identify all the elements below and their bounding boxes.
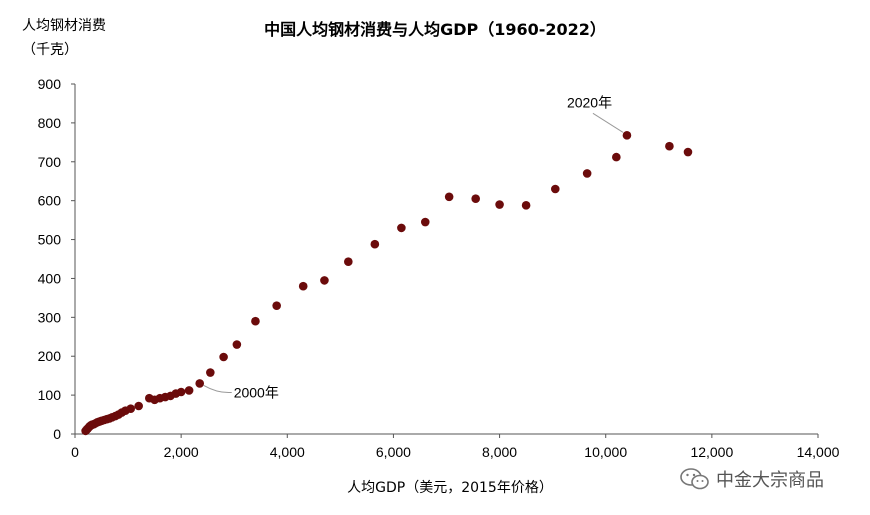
y-tick-label: 0 [53,426,61,442]
data-point [622,131,632,140]
data-point [397,223,406,233]
x-tick-label: 8,000 [482,444,517,460]
data-point [195,379,205,388]
data-point [665,141,674,151]
data-point [612,152,621,162]
y-axis-title: 人均钢材消费 （千克） [22,14,106,62]
annotation-leader-2000 [203,385,232,394]
data-point [521,201,531,210]
y-tick-label: 600 [38,193,62,209]
annotation-label-2000: 2000年 [234,384,279,400]
watermark: 中金大宗商品 [680,466,824,492]
y-tick-label: 200 [38,348,62,364]
data-point [444,192,454,202]
y-tick-label: 100 [38,387,62,403]
watermark-text: 中金大宗商品 [716,470,824,491]
x-tick-label: 12,000 [690,444,733,460]
data-point [370,239,380,249]
data-point [272,301,281,310]
y-tick-label: 300 [38,309,62,325]
data-point [683,147,693,157]
x-tick-label: 6,000 [376,444,411,460]
data-point [126,404,136,414]
x-axis-title: 人均GDP（美元，2015年价格） [347,480,553,496]
y-tick-label: 900 [38,76,62,92]
data-point [344,257,353,267]
data-point [495,200,504,209]
data-point [184,386,194,395]
wechat-icon [680,468,709,490]
x-tick-label: 2,000 [164,444,199,460]
x-tick-label: 4,000 [270,444,305,460]
y-tick-label: 800 [38,115,62,131]
data-point [471,194,480,204]
data-point [176,387,186,397]
data-point [219,352,228,362]
x-tick-label: 0 [71,444,79,460]
data-point [320,276,329,285]
y-axis-title-line2: （千克） [22,42,78,58]
y-tick-label: 700 [38,154,62,170]
y-axis-title-line1: 人均钢材消费 [22,18,106,34]
y-tick-label: 400 [38,270,62,286]
annotation-label-2020: 2020年 [567,94,612,110]
x-tick-label: 10,000 [584,444,627,460]
data-point [134,401,143,411]
data-point [582,169,592,178]
y-tick-label: 500 [38,232,62,248]
data-point [251,316,260,326]
data-point [298,281,308,291]
x-tick-label: 14,000 [797,444,840,460]
chart-title: 中国人均钢材消费与人均GDP（1960-2022） [264,20,606,39]
annotation-leader-2020 [592,112,624,133]
data-point [232,340,242,349]
data-point [206,368,215,377]
data-point [420,217,430,227]
data-point [550,184,560,194]
